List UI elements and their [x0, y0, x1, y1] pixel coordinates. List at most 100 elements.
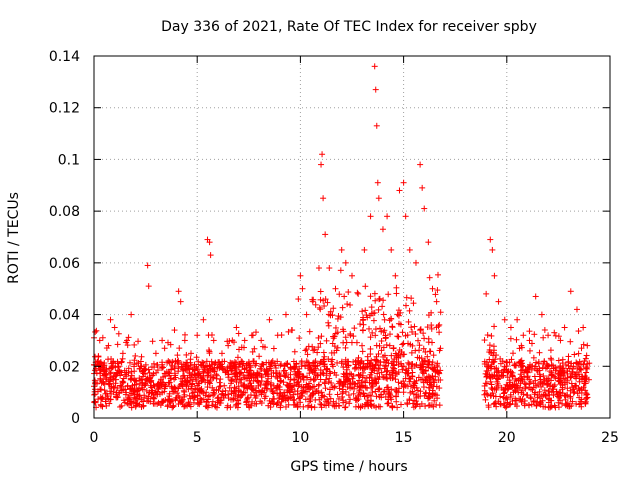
data-point — [376, 385, 383, 392]
data-point — [321, 380, 328, 387]
data-point — [569, 370, 576, 377]
data-point — [201, 366, 208, 373]
data-point — [577, 398, 584, 405]
data-point — [154, 367, 161, 374]
data-point — [318, 394, 325, 401]
data-point — [551, 329, 558, 336]
data-point — [209, 366, 216, 373]
data-point — [266, 397, 273, 404]
data-point — [502, 404, 509, 411]
data-point — [410, 404, 417, 411]
data-point — [225, 374, 232, 381]
data-point — [186, 377, 193, 384]
data-point — [413, 394, 420, 401]
data-point — [161, 388, 168, 395]
data-point — [168, 383, 175, 390]
data-point — [323, 366, 330, 373]
x-tick-label: 5 — [193, 430, 202, 446]
data-point — [122, 371, 129, 378]
data-point — [404, 399, 411, 406]
data-point — [552, 332, 559, 339]
data-point — [334, 391, 341, 398]
data-point — [408, 361, 415, 368]
data-point — [501, 316, 508, 323]
data-point — [367, 392, 374, 399]
data-point — [291, 348, 298, 355]
data-point — [366, 361, 373, 368]
data-point — [252, 374, 259, 381]
data-point — [401, 381, 408, 388]
data-point — [188, 350, 195, 357]
data-point — [156, 382, 163, 389]
data-point — [385, 291, 392, 298]
data-point — [397, 401, 404, 408]
data-point — [580, 324, 587, 331]
data-point — [171, 384, 178, 391]
data-point — [321, 303, 328, 310]
data-point — [331, 343, 338, 350]
data-point — [181, 375, 188, 382]
data-point — [484, 332, 491, 339]
data-point — [136, 380, 143, 387]
data-point — [263, 368, 270, 375]
data-point — [135, 338, 142, 345]
data-point — [434, 287, 441, 294]
data-point — [378, 328, 385, 335]
data-point — [400, 340, 407, 347]
data-point — [126, 386, 133, 393]
data-point — [382, 359, 389, 366]
data-point — [185, 400, 192, 407]
data-point — [106, 380, 113, 387]
data-point — [535, 358, 542, 365]
data-point — [540, 360, 547, 367]
data-point — [559, 390, 566, 397]
data-point — [97, 370, 104, 377]
data-point — [318, 333, 325, 340]
data-point — [393, 284, 400, 291]
data-point — [345, 392, 352, 399]
data-point — [355, 290, 362, 297]
data-point — [202, 403, 209, 410]
data-point — [268, 360, 275, 367]
data-point — [236, 375, 243, 382]
data-point — [194, 332, 201, 339]
data-point — [573, 369, 580, 376]
data-point — [176, 345, 183, 352]
data-point — [215, 397, 222, 404]
data-point — [367, 293, 374, 300]
data-point — [173, 394, 180, 401]
data-point — [168, 366, 175, 373]
data-point — [385, 386, 392, 393]
data-point — [310, 347, 317, 354]
data-point — [134, 391, 141, 398]
data-point — [117, 403, 124, 410]
data-point — [383, 341, 390, 348]
data-point — [252, 362, 259, 369]
data-point — [372, 388, 379, 395]
data-point — [409, 400, 416, 407]
data-point — [485, 364, 492, 371]
x-tick-label: 0 — [90, 430, 99, 446]
data-point — [350, 372, 357, 379]
data-point — [293, 381, 300, 388]
data-point — [233, 378, 240, 385]
data-point — [235, 346, 242, 353]
data-point — [188, 381, 195, 388]
data-point — [583, 352, 590, 359]
data-point — [518, 389, 525, 396]
data-point — [429, 285, 436, 292]
data-point — [415, 337, 422, 344]
data-point — [168, 359, 175, 366]
data-point — [536, 349, 543, 356]
data-point — [300, 376, 307, 383]
data-point — [346, 400, 353, 407]
data-point — [363, 312, 370, 319]
data-point — [312, 388, 319, 395]
data-point — [142, 366, 149, 373]
data-point — [326, 375, 333, 382]
data-point — [282, 311, 289, 318]
data-point — [322, 398, 329, 405]
data-point — [209, 384, 216, 391]
data-point — [261, 384, 268, 391]
data-point — [309, 296, 316, 303]
